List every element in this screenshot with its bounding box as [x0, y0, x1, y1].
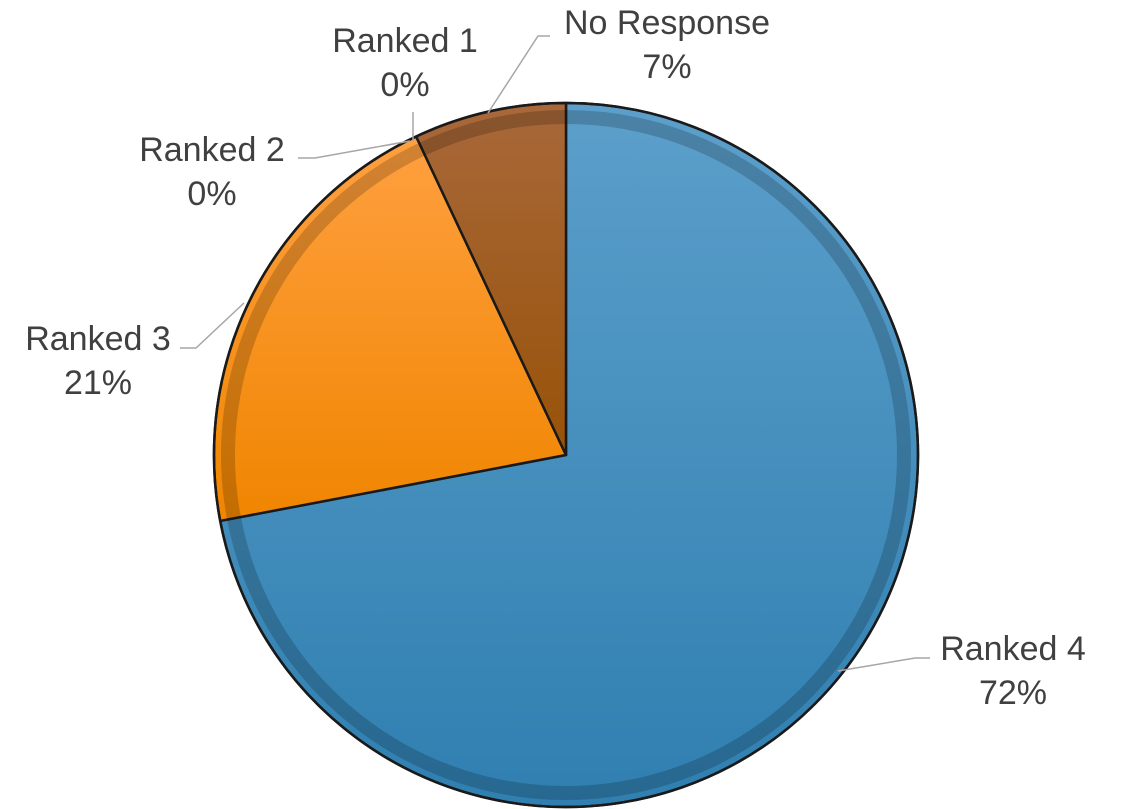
pie-outline	[212, 101, 920, 809]
pie-slice-bevel-ranked-4	[227, 110, 911, 800]
slice-labels: Ranked 4 72% Ranked 3 21% Ranked 2 0% Ranked 1…	[25, 4, 1086, 712]
leader-line-ranked-3	[180, 302, 245, 349]
leader-lines	[180, 35, 930, 672]
slice-value-label-ranked-2: 0%	[187, 175, 236, 213]
slice-value-label-no-response: 7%	[642, 48, 691, 86]
slice-label-ranked-4: Ranked 4	[940, 630, 1086, 668]
leader-line-ranked-2	[298, 140, 411, 159]
slice-label-ranked-3: Ranked 3	[25, 320, 171, 358]
slice-value-label-ranked-1: 0%	[380, 66, 429, 104]
pie-slice-bevel-no-response	[419, 110, 567, 156]
slice-value-label-ranked-3: 21%	[64, 364, 132, 402]
slice-label-no-response: No Response	[564, 4, 770, 42]
slice-label-ranked-1: Ranked 1	[332, 22, 478, 60]
leader-line-no-response	[487, 35, 550, 114]
slice-label-ranked-2: Ranked 2	[139, 131, 285, 169]
pie-slice-bevel-ranked-3	[221, 142, 426, 520]
slice-value-label-ranked-4: 72%	[979, 674, 1047, 712]
leader-line-ranked-4	[837, 657, 930, 672]
pie-slices	[212, 101, 920, 809]
